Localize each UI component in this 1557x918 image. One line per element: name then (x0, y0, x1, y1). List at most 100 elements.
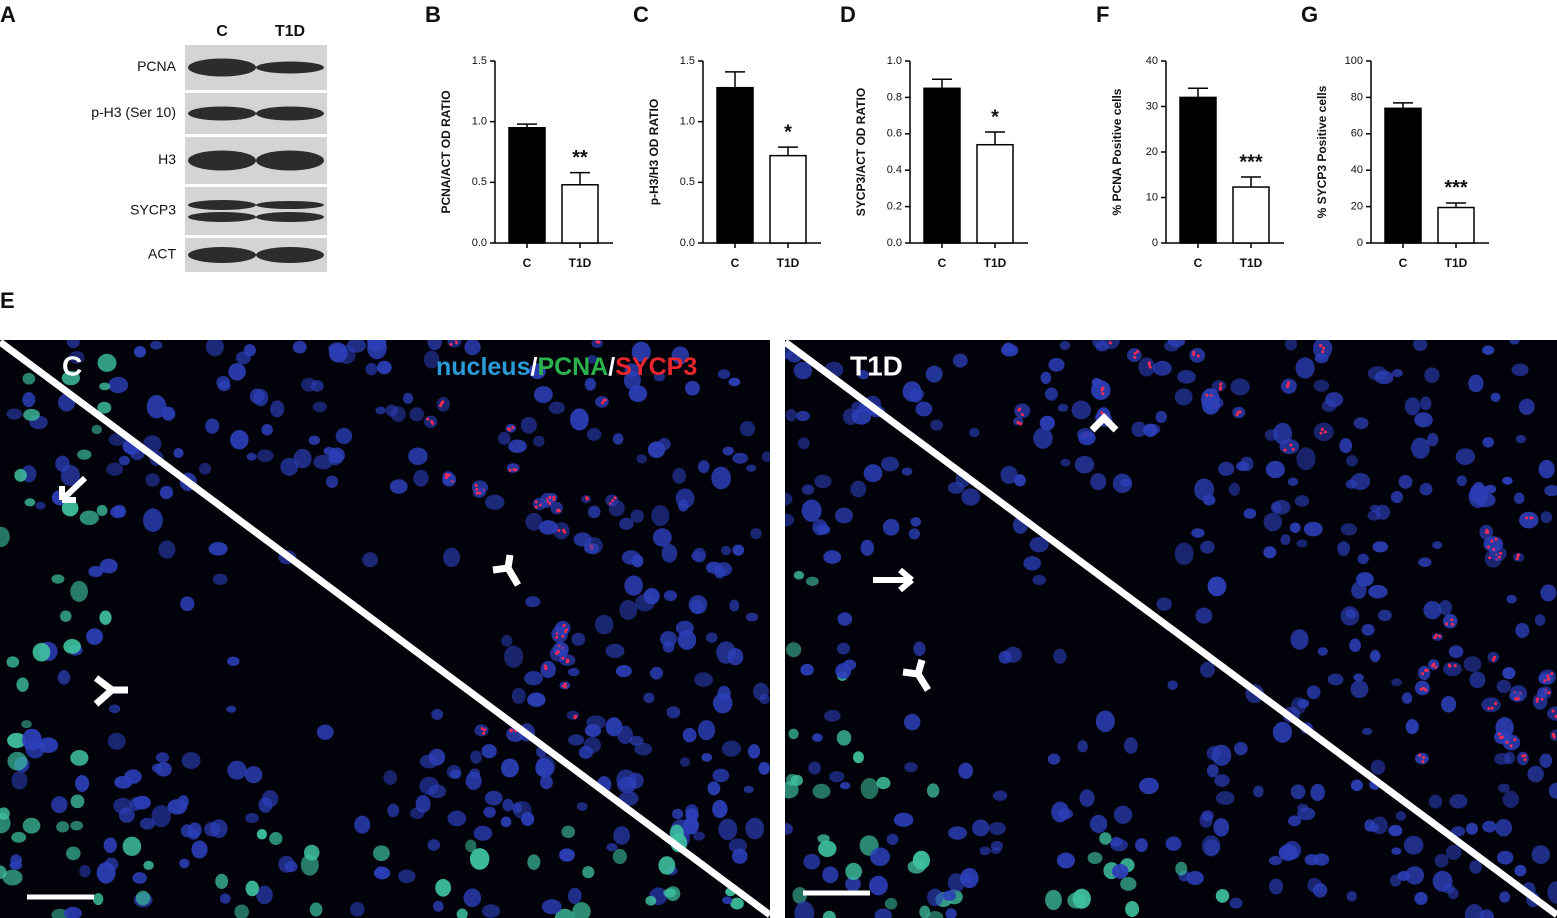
cell-dot (1422, 686, 1426, 690)
cell (690, 599, 704, 614)
cell (133, 346, 147, 358)
cell (1091, 377, 1102, 388)
cell-dot (1291, 447, 1295, 451)
cell (106, 462, 124, 476)
cell (1211, 380, 1227, 392)
cell (1263, 512, 1283, 532)
cell (615, 665, 632, 678)
cell (1482, 820, 1497, 833)
cell-dot (478, 491, 482, 495)
cell (35, 501, 46, 510)
cell (1213, 818, 1230, 837)
cell (1048, 358, 1065, 372)
cell (1047, 753, 1061, 765)
cell (691, 551, 705, 562)
cell (244, 766, 263, 784)
cell (732, 452, 748, 464)
cell (1413, 340, 1428, 352)
x-tick-label: C (523, 256, 532, 270)
cell (86, 628, 104, 645)
cell (1074, 455, 1095, 474)
cell (1285, 340, 1298, 351)
cell (712, 692, 733, 714)
cell (1110, 838, 1128, 852)
cell (822, 866, 839, 884)
cell (1228, 482, 1240, 496)
lane-label: T1D (275, 23, 305, 40)
cell (567, 667, 580, 677)
cell (151, 805, 171, 828)
cell (568, 887, 582, 904)
cell (1418, 665, 1431, 681)
cell (270, 400, 285, 418)
cell (663, 590, 678, 602)
cell (1303, 521, 1323, 537)
x-tick-label: T1D (984, 256, 1007, 270)
cell (56, 821, 70, 833)
micrograph-overlay: E C T1D nucleus/PCNA/SYCP3 (0, 288, 1557, 918)
cell (1496, 850, 1514, 865)
cell (1349, 638, 1361, 653)
cell (746, 464, 757, 472)
cell (280, 457, 299, 476)
cell (79, 510, 99, 526)
cell (669, 824, 684, 842)
cell (529, 363, 546, 380)
cell (587, 505, 601, 519)
cell-dot (1490, 706, 1494, 710)
legend-entry: nucleus (436, 353, 530, 381)
cell (893, 812, 914, 827)
cell (1139, 777, 1159, 795)
cell-dot (454, 341, 458, 345)
cell (677, 630, 697, 650)
cell (113, 797, 133, 814)
cell (0, 526, 10, 547)
cell (761, 451, 770, 462)
bar (561, 184, 599, 244)
cell (617, 776, 637, 794)
cell (367, 340, 387, 360)
cell-dot (1554, 714, 1557, 718)
cell (143, 508, 163, 533)
cell (701, 753, 713, 762)
cell (1029, 536, 1049, 553)
cell (1214, 774, 1230, 787)
cell (1361, 624, 1375, 636)
cell (653, 371, 665, 382)
cell-dot (1016, 421, 1020, 425)
cell (586, 715, 606, 730)
cell (697, 720, 716, 741)
cell (350, 901, 365, 917)
cell (1516, 751, 1529, 766)
arrow (873, 567, 914, 593)
cell-dot (1509, 744, 1513, 748)
cell (1057, 808, 1074, 820)
bar (976, 143, 1014, 244)
cell (362, 552, 378, 568)
cell (1211, 744, 1232, 766)
cell (1515, 622, 1530, 638)
panel-label: A (0, 2, 16, 27)
cell (1548, 782, 1557, 799)
cell (1353, 417, 1369, 430)
cell (643, 692, 655, 704)
cell (1506, 594, 1517, 604)
cell (1095, 710, 1115, 733)
cell (718, 818, 738, 841)
cell (108, 376, 129, 394)
cell (1469, 671, 1486, 689)
cell (506, 463, 520, 473)
cell-dot (1424, 688, 1428, 692)
cell (1441, 695, 1457, 713)
cell (22, 728, 42, 751)
cell-dot (1100, 411, 1104, 415)
cell-dot (1529, 516, 1533, 520)
cell (1447, 887, 1459, 900)
cell (801, 499, 822, 522)
cell (1398, 474, 1413, 489)
cell (591, 340, 604, 348)
cell (1482, 436, 1494, 448)
bar-chart: F % PCNA Positive cells 0 10 20 30 40 C T1D *** (1096, 2, 1284, 270)
cell (511, 687, 526, 704)
cell (427, 340, 442, 351)
